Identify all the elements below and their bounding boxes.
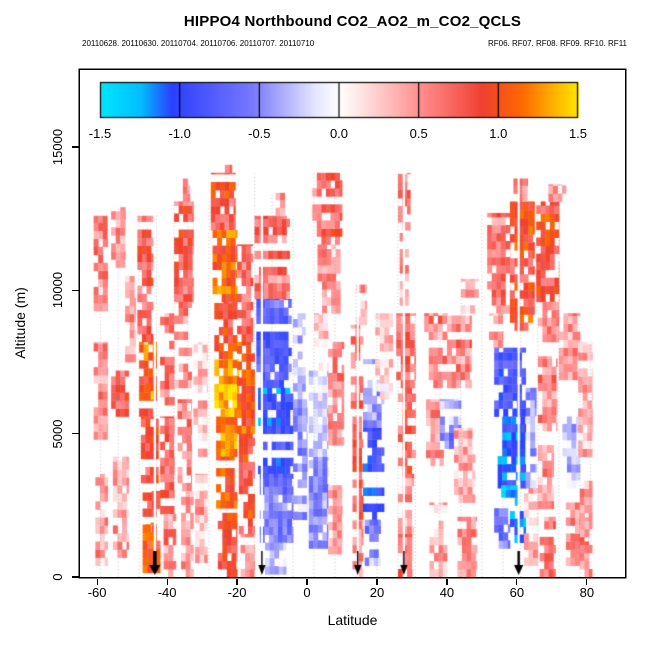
heatmap-canvas	[80, 70, 625, 577]
y-tick-mark	[72, 433, 79, 435]
x-tick-label: 0	[303, 585, 311, 600]
y-tick-label: 15000	[50, 128, 65, 166]
x-tick-label: 80	[579, 585, 595, 600]
x-axis-label: Latitude	[327, 612, 378, 628]
x-tick-label: 20	[369, 585, 385, 600]
x-tick-mark	[446, 578, 448, 585]
x-tick-label: -60	[87, 585, 107, 600]
x-tick-mark	[516, 578, 518, 585]
x-tick-mark	[96, 578, 98, 585]
x-tick-label: 60	[509, 585, 525, 600]
x-tick-mark	[236, 578, 238, 585]
flight-dates-label: 20110628. 20110630. 20110704. 20110706. …	[82, 39, 315, 48]
y-axis-label: Altitude (m)	[12, 287, 28, 359]
y-tick-mark	[72, 289, 79, 291]
x-tick-mark	[166, 578, 168, 585]
x-tick-mark	[376, 578, 378, 585]
y-tick-label: 0	[50, 573, 65, 581]
x-tick-mark	[306, 578, 308, 585]
y-tick-label: 5000	[50, 419, 65, 449]
plot-area	[80, 70, 625, 577]
chart-title: HIPPO4 Northbound CO2_AO2_m_CO2_QCLS	[183, 13, 522, 30]
x-tick-label: -20	[227, 585, 247, 600]
x-tick-label: -40	[157, 585, 177, 600]
y-tick-mark	[72, 146, 79, 148]
x-tick-mark	[586, 578, 588, 585]
x-tick-label: 40	[439, 585, 455, 600]
flight-ids-label: RF06. RF07. RF08. RF09. RF10. RF11	[487, 39, 627, 48]
y-tick-mark	[72, 576, 79, 578]
y-tick-label: 10000	[50, 272, 65, 309]
